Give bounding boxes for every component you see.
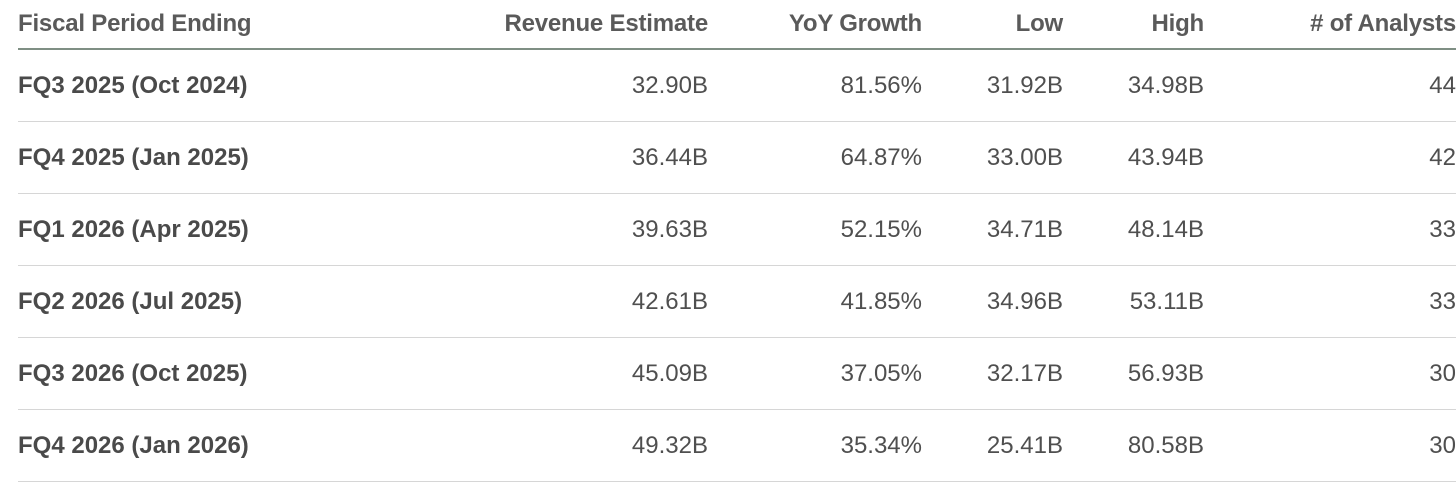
cell-low: 34.71B xyxy=(922,193,1063,266)
cell-yoy-growth: 35.34% xyxy=(708,409,922,482)
cell-fiscal-period: FQ2 2026 (Jul 2025) xyxy=(18,265,416,338)
cell-revenue-estimate: 32.90B xyxy=(416,49,708,122)
cell-fiscal-period: FQ3 2025 (Oct 2024) xyxy=(18,49,416,122)
table-row: FQ3 2026 (Oct 2025) 45.09B 37.05% 32.17B… xyxy=(18,337,1456,410)
header-high[interactable]: High xyxy=(1063,0,1204,50)
cell-num-analysts: 33 xyxy=(1204,193,1456,266)
cell-num-analysts: 44 xyxy=(1204,49,1456,122)
cell-fiscal-period: FQ4 2026 (Jan 2026) xyxy=(18,409,416,482)
cell-revenue-estimate: 45.09B xyxy=(416,337,708,410)
cell-low: 25.41B xyxy=(922,409,1063,482)
revenue-estimates-table: Fiscal Period Ending Revenue Estimate Yo… xyxy=(18,0,1456,482)
cell-low: 34.96B xyxy=(922,265,1063,338)
cell-revenue-estimate: 36.44B xyxy=(416,121,708,194)
table-row: FQ4 2025 (Jan 2025) 36.44B 64.87% 33.00B… xyxy=(18,121,1456,194)
cell-yoy-growth: 37.05% xyxy=(708,337,922,410)
cell-fiscal-period: FQ4 2025 (Jan 2025) xyxy=(18,121,416,194)
cell-fiscal-period: FQ1 2026 (Apr 2025) xyxy=(18,193,416,266)
cell-high: 43.94B xyxy=(1063,121,1204,194)
cell-num-analysts: 30 xyxy=(1204,409,1456,482)
cell-high: 34.98B xyxy=(1063,49,1204,122)
cell-yoy-growth: 52.15% xyxy=(708,193,922,266)
cell-low: 31.92B xyxy=(922,49,1063,122)
header-fiscal-period[interactable]: Fiscal Period Ending xyxy=(18,0,416,50)
table-header: Fiscal Period Ending Revenue Estimate Yo… xyxy=(18,0,1456,50)
header-revenue-estimate[interactable]: Revenue Estimate xyxy=(416,0,708,50)
table-row: FQ2 2026 (Jul 2025) 42.61B 41.85% 34.96B… xyxy=(18,265,1456,338)
header-row: Fiscal Period Ending Revenue Estimate Yo… xyxy=(18,0,1456,50)
table-row: FQ3 2025 (Oct 2024) 32.90B 81.56% 31.92B… xyxy=(18,49,1456,122)
header-yoy-growth[interactable]: YoY Growth xyxy=(708,0,922,50)
table-body: FQ3 2025 (Oct 2024) 32.90B 81.56% 31.92B… xyxy=(18,49,1456,482)
cell-revenue-estimate: 39.63B xyxy=(416,193,708,266)
cell-low: 33.00B xyxy=(922,121,1063,194)
cell-num-analysts: 30 xyxy=(1204,337,1456,410)
cell-num-analysts: 42 xyxy=(1204,121,1456,194)
header-num-analysts[interactable]: # of Analysts xyxy=(1204,0,1456,50)
cell-revenue-estimate: 42.61B xyxy=(416,265,708,338)
table-row: FQ1 2026 (Apr 2025) 39.63B 52.15% 34.71B… xyxy=(18,193,1456,266)
cell-low: 32.17B xyxy=(922,337,1063,410)
cell-revenue-estimate: 49.32B xyxy=(416,409,708,482)
cell-high: 56.93B xyxy=(1063,337,1204,410)
cell-num-analysts: 33 xyxy=(1204,265,1456,338)
cell-high: 53.11B xyxy=(1063,265,1204,338)
header-low[interactable]: Low xyxy=(922,0,1063,50)
cell-fiscal-period: FQ3 2026 (Oct 2025) xyxy=(18,337,416,410)
table-row: FQ4 2026 (Jan 2026) 49.32B 35.34% 25.41B… xyxy=(18,409,1456,482)
cell-yoy-growth: 41.85% xyxy=(708,265,922,338)
cell-high: 80.58B xyxy=(1063,409,1204,482)
cell-yoy-growth: 81.56% xyxy=(708,49,922,122)
cell-high: 48.14B xyxy=(1063,193,1204,266)
cell-yoy-growth: 64.87% xyxy=(708,121,922,194)
